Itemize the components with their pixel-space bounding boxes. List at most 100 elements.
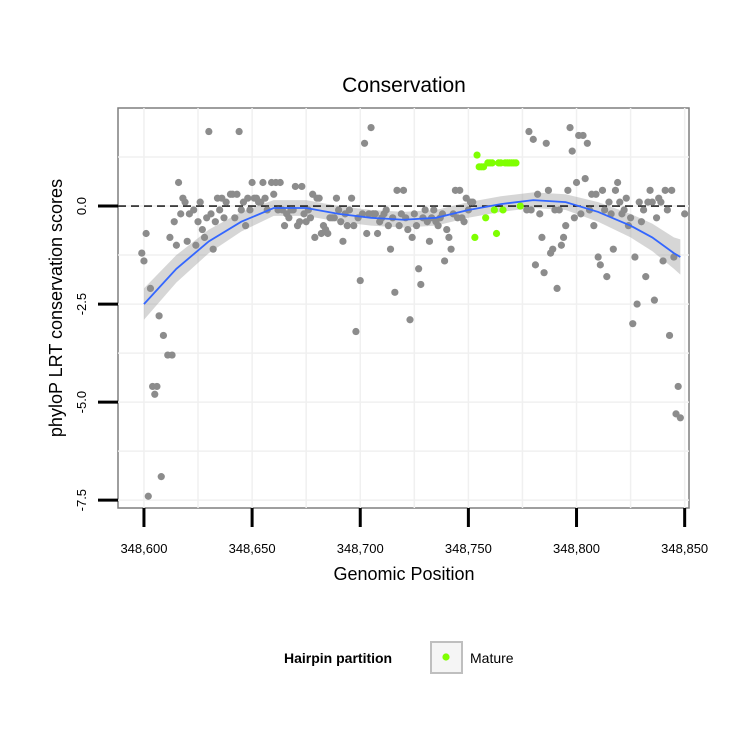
- x-tick-label: 348,650: [229, 541, 276, 556]
- point-other: [198, 225, 206, 234]
- point-other: [244, 194, 252, 202]
- point-other: [406, 316, 414, 324]
- legend: Hairpin partition Mature: [284, 641, 514, 674]
- point-other: [527, 206, 535, 214]
- point-other: [367, 124, 375, 132]
- point-other: [460, 218, 468, 226]
- point-other: [146, 284, 155, 292]
- point-other: [536, 210, 544, 218]
- point-other: [347, 194, 356, 202]
- point-other: [533, 190, 542, 198]
- point-other: [200, 233, 209, 242]
- point-other: [663, 206, 671, 214]
- legend-label-mature: Mature: [470, 650, 514, 666]
- point-other: [434, 222, 442, 230]
- point-mature: [482, 214, 490, 222]
- point-other: [382, 206, 390, 214]
- point-other: [456, 186, 464, 194]
- point-other: [332, 194, 341, 202]
- point-mature: [516, 202, 524, 210]
- point-other: [549, 245, 557, 253]
- point-other: [261, 194, 269, 202]
- point-other: [296, 218, 304, 226]
- point-other: [196, 198, 204, 206]
- point-other: [531, 261, 540, 269]
- point-other: [140, 257, 148, 265]
- point-other: [192, 241, 200, 249]
- point-other: [676, 414, 684, 422]
- point-other: [620, 206, 628, 214]
- legend-title: Hairpin partition: [284, 650, 392, 666]
- point-other: [557, 241, 565, 249]
- point-other: [562, 222, 570, 230]
- point-other: [633, 300, 641, 308]
- point-other: [404, 225, 412, 234]
- point-other: [650, 296, 658, 304]
- point-other: [646, 186, 654, 194]
- y-tick-label: -2.5: [74, 293, 89, 315]
- point-other: [611, 186, 620, 194]
- point-other: [445, 233, 453, 242]
- x-axis-title: Genomic Position: [333, 564, 474, 584]
- point-other: [570, 214, 578, 222]
- point-other: [235, 127, 243, 136]
- point-other: [259, 178, 267, 187]
- point-mature: [492, 229, 501, 238]
- point-other: [555, 206, 563, 214]
- point-other: [596, 261, 604, 269]
- point-other: [637, 218, 646, 226]
- point-other: [408, 233, 416, 242]
- point-other: [443, 225, 451, 234]
- point-other: [529, 135, 537, 143]
- point-other: [155, 312, 163, 320]
- point-other: [652, 214, 661, 222]
- y-axis-title: phyloP LRT conservation scores: [46, 179, 66, 437]
- point-other: [343, 222, 351, 230]
- point-other: [177, 210, 185, 218]
- point-other: [157, 473, 165, 481]
- data-points: [138, 124, 689, 500]
- point-other: [469, 198, 477, 206]
- point-other: [629, 320, 637, 328]
- point-other: [659, 257, 667, 265]
- point-other: [352, 327, 360, 336]
- point-other: [590, 222, 598, 230]
- point-other: [174, 178, 183, 187]
- point-other: [410, 210, 418, 218]
- point-other: [594, 253, 602, 261]
- point-other: [657, 198, 665, 206]
- point-other: [665, 331, 674, 340]
- point-other: [542, 139, 550, 147]
- point-other: [566, 124, 574, 132]
- point-other: [605, 198, 613, 206]
- point-other: [360, 139, 369, 147]
- point-other: [421, 206, 429, 214]
- point-other: [216, 206, 224, 214]
- point-other: [306, 214, 315, 222]
- point-other: [627, 214, 635, 222]
- point-other: [440, 257, 449, 265]
- confidence-band: [143, 192, 681, 320]
- grid-lines: [118, 108, 689, 508]
- point-other: [553, 284, 561, 292]
- point-other: [291, 182, 299, 191]
- point-other: [183, 237, 191, 245]
- point-other: [609, 245, 617, 253]
- point-other: [220, 214, 228, 222]
- plot-panel: [117, 107, 690, 509]
- point-other: [231, 214, 239, 222]
- point-other: [350, 222, 358, 230]
- point-other: [285, 214, 293, 222]
- point-mature: [471, 233, 479, 242]
- point-other: [311, 233, 319, 242]
- point-other: [248, 178, 256, 187]
- point-other: [168, 351, 176, 359]
- smooth-curve-layer: [143, 199, 681, 305]
- point-other: [159, 331, 168, 340]
- point-other: [194, 218, 202, 226]
- point-other: [395, 222, 403, 230]
- point-other: [246, 206, 254, 214]
- point-other: [399, 186, 408, 194]
- point-other: [330, 214, 338, 222]
